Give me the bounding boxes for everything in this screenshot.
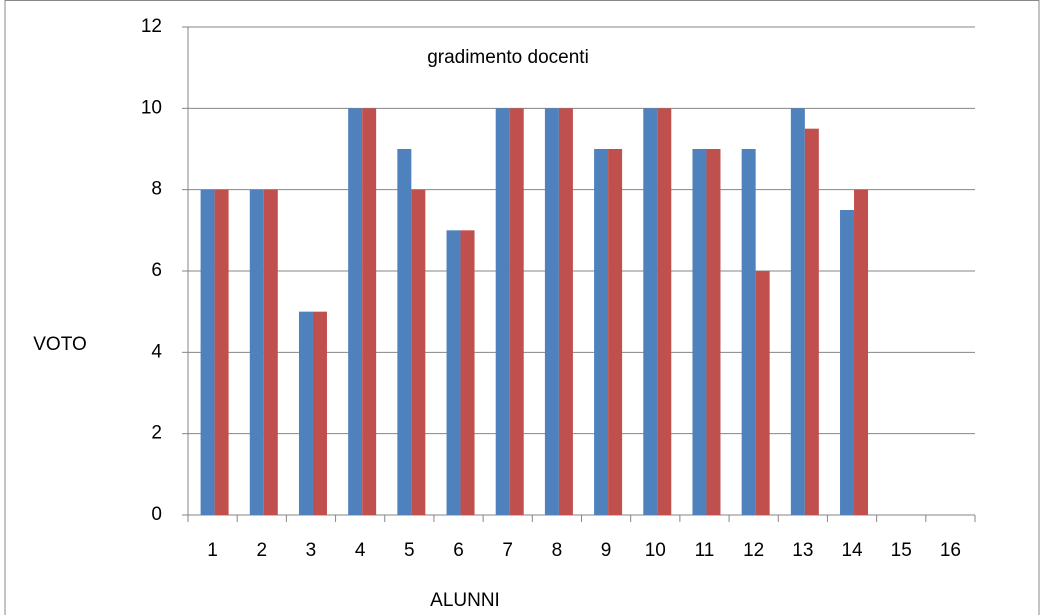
x-tick-label: 12	[743, 540, 764, 561]
bar	[348, 108, 363, 515]
bar	[706, 149, 721, 515]
bar	[544, 108, 559, 515]
y-tick-label: 8	[151, 179, 162, 200]
x-axis-label: ALUNNI	[430, 590, 500, 611]
bar	[509, 108, 524, 515]
x-tick-label: 5	[404, 540, 415, 561]
x-tick-label: 13	[792, 540, 813, 561]
bar	[446, 230, 461, 516]
x-tick-label: 14	[841, 540, 863, 561]
x-tick-label: 10	[645, 540, 666, 561]
bar	[558, 108, 573, 515]
bar	[608, 149, 623, 515]
x-tick-label: 15	[891, 540, 912, 561]
y-tick-label: 2	[151, 423, 162, 444]
bar	[200, 189, 215, 515]
bar	[790, 108, 805, 515]
bar	[411, 189, 426, 515]
bar	[495, 108, 510, 515]
chart-title: gradimento docenti	[427, 47, 589, 68]
bar	[460, 230, 475, 516]
bar	[263, 189, 278, 515]
bar	[362, 108, 377, 515]
x-tick-label: 4	[355, 540, 366, 561]
bar	[249, 189, 264, 515]
bar	[840, 210, 855, 515]
y-tick-label: 6	[151, 260, 162, 281]
x-tick-label: 8	[552, 540, 563, 561]
x-tick-label: 7	[502, 540, 513, 561]
y-axis-label: VOTO	[33, 334, 87, 355]
bar	[854, 189, 869, 515]
chart-frame	[4, 0, 1040, 615]
bar	[755, 271, 770, 515]
y-tick-label: 4	[151, 341, 162, 362]
x-tick-label: 6	[453, 540, 464, 561]
bar	[804, 128, 819, 515]
bar	[397, 149, 412, 515]
bar	[298, 311, 313, 515]
x-tick-label: 9	[601, 540, 612, 561]
bar	[643, 108, 658, 515]
x-tick-label: 16	[940, 540, 961, 561]
bar	[657, 108, 672, 515]
bar	[214, 189, 229, 515]
x-tick-label: 2	[256, 540, 267, 561]
y-tick-label: 10	[141, 97, 162, 118]
bar	[312, 311, 327, 515]
y-tick-label: 12	[141, 16, 162, 37]
bar	[741, 149, 756, 515]
x-tick-label: 11	[695, 540, 715, 561]
x-tick-label: 3	[306, 540, 317, 561]
bar	[692, 149, 707, 515]
bar	[594, 149, 609, 515]
x-tick-label: 1	[207, 540, 218, 561]
y-tick-label: 0	[151, 504, 162, 525]
